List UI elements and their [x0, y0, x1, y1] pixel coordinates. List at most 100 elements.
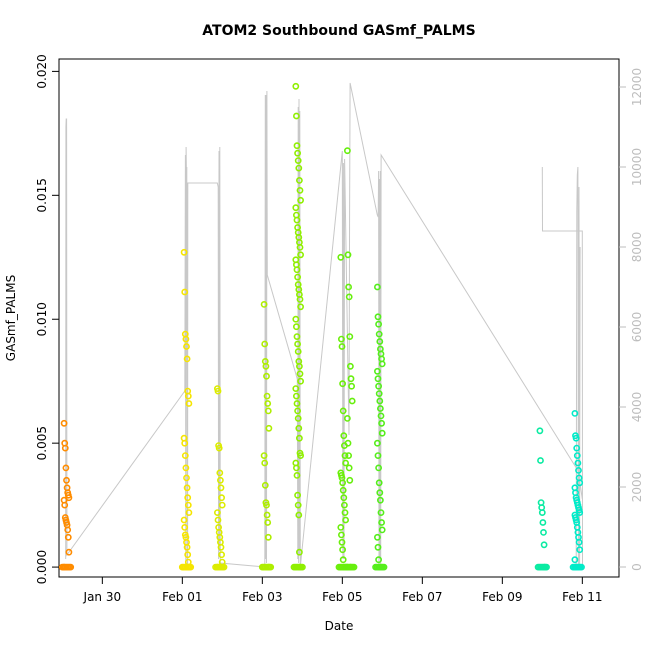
data-point	[294, 414, 302, 422]
data-point	[264, 400, 272, 407]
data-point	[293, 400, 301, 407]
data-point	[294, 491, 301, 499]
data-point	[293, 471, 301, 479]
data-point	[64, 533, 72, 541]
y-axis-label: GASmf_PALMS	[4, 275, 18, 361]
data-point	[339, 407, 347, 415]
data-point	[181, 288, 189, 296]
data-point	[339, 479, 346, 487]
data-point	[294, 340, 301, 348]
data-point	[295, 424, 303, 432]
data-point	[263, 501, 270, 509]
data-point	[182, 464, 190, 472]
data-point	[293, 266, 301, 274]
y-axis: 0.000 0.005 0.010 0.015 0.020	[35, 54, 59, 584]
plot-frame	[58, 58, 620, 578]
data-point	[296, 295, 304, 303]
data-point	[344, 251, 352, 259]
data-point	[297, 196, 304, 204]
data-point	[215, 444, 223, 452]
data-point	[183, 355, 191, 363]
data-point	[376, 405, 384, 412]
data-point	[183, 484, 191, 492]
data-point	[261, 340, 269, 348]
data-point	[62, 464, 70, 472]
data-point	[543, 563, 550, 571]
data-point	[296, 370, 304, 378]
data-point	[184, 501, 192, 509]
data-point	[373, 367, 381, 375]
data-point	[378, 526, 386, 534]
data-point	[378, 519, 385, 526]
data-point	[185, 400, 193, 407]
x-tick-label: Feb 07	[402, 590, 442, 604]
data-point	[61, 444, 69, 452]
y2-tick-label: 6000	[630, 312, 644, 343]
data-point	[294, 348, 302, 355]
x-tick-label: Feb 09	[482, 590, 522, 604]
data-point	[293, 216, 301, 224]
data-point	[263, 511, 271, 519]
data-point	[185, 509, 193, 516]
y2-axis: 0 2000 4000 6000 8000 10000 12000	[619, 68, 644, 571]
data-point	[218, 494, 225, 502]
data-point	[340, 432, 348, 440]
y2-tick-label: 10000	[630, 148, 644, 186]
data-point	[575, 538, 583, 546]
data-point	[343, 414, 351, 422]
data-point	[296, 243, 304, 251]
data-point	[380, 563, 388, 571]
data-point	[377, 509, 385, 516]
data-point	[373, 533, 381, 541]
data-point	[295, 548, 303, 556]
data-point	[294, 501, 302, 509]
data-point	[184, 494, 192, 502]
data-point	[264, 533, 272, 541]
data-point	[346, 333, 354, 340]
data-point	[60, 419, 68, 427]
data-point	[378, 429, 386, 437]
data-point	[345, 464, 353, 472]
data-point	[182, 335, 190, 343]
data-point	[297, 452, 304, 459]
data-point	[295, 176, 303, 184]
data-point	[64, 526, 72, 534]
data-point	[573, 444, 581, 452]
data-point	[180, 516, 188, 524]
data-point	[343, 147, 351, 155]
data-point	[292, 112, 300, 120]
data-point	[264, 519, 272, 526]
x-tick-label: Jan 30	[83, 590, 122, 604]
data-point	[264, 407, 272, 415]
data-point	[540, 529, 547, 536]
chart-title: ATOM2 Southbound GASmf_PALMS	[202, 23, 475, 39]
data-point	[337, 531, 345, 539]
data-point	[344, 439, 352, 447]
data-point	[63, 476, 70, 484]
data-point	[575, 466, 582, 474]
altitude-layer	[65, 82, 584, 568]
data-point	[574, 459, 582, 467]
data-point	[340, 501, 348, 509]
data-point	[537, 457, 544, 464]
y2-tick-label: 8000	[630, 232, 644, 263]
data-point	[217, 543, 225, 551]
data-point	[350, 563, 358, 571]
y2-tick-label: 12000	[630, 68, 644, 106]
data-point	[536, 427, 544, 435]
data-point	[261, 459, 269, 467]
data-point	[538, 509, 546, 516]
data-point	[294, 273, 301, 281]
data-point	[375, 556, 382, 564]
data-point	[183, 343, 190, 350]
data-point	[220, 563, 228, 571]
data-point	[292, 392, 300, 400]
data-point	[346, 362, 354, 370]
data-point	[337, 253, 345, 261]
data-point	[345, 452, 352, 459]
data-point	[375, 479, 383, 487]
data-point	[339, 556, 347, 564]
data-point	[375, 330, 383, 338]
data-point	[292, 315, 300, 323]
